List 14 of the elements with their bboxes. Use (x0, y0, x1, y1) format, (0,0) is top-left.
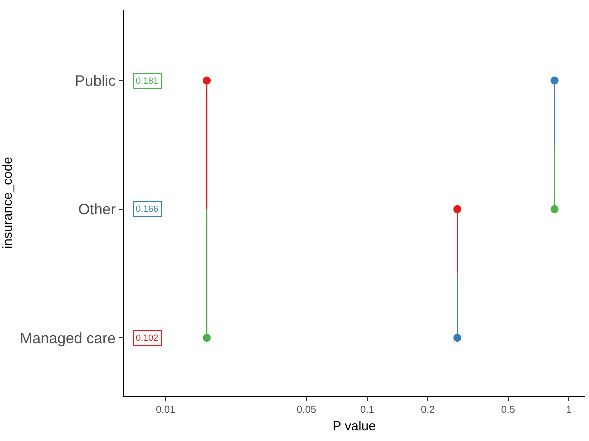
x-tick-label: 0.5 (501, 405, 516, 416)
y-tick-label: Other (78, 202, 116, 219)
y-tick-label: Public (75, 73, 116, 90)
y-tick-label: Managed care (20, 330, 116, 348)
annotation: 0.102 (136, 333, 159, 343)
x-tick-label: 0.01 (156, 405, 176, 416)
x-tick-label: 1 (566, 405, 572, 416)
x-tick-label: 0.2 (421, 405, 436, 416)
annotation: 0.181 (136, 76, 159, 86)
x-tick-label: 0.05 (297, 405, 317, 416)
annotation: 0.166 (136, 204, 159, 214)
x-axis-title: P value (332, 418, 376, 434)
y-axis-title: insurance_code (0, 157, 15, 249)
x-tick-label: 0.1 (360, 405, 375, 416)
